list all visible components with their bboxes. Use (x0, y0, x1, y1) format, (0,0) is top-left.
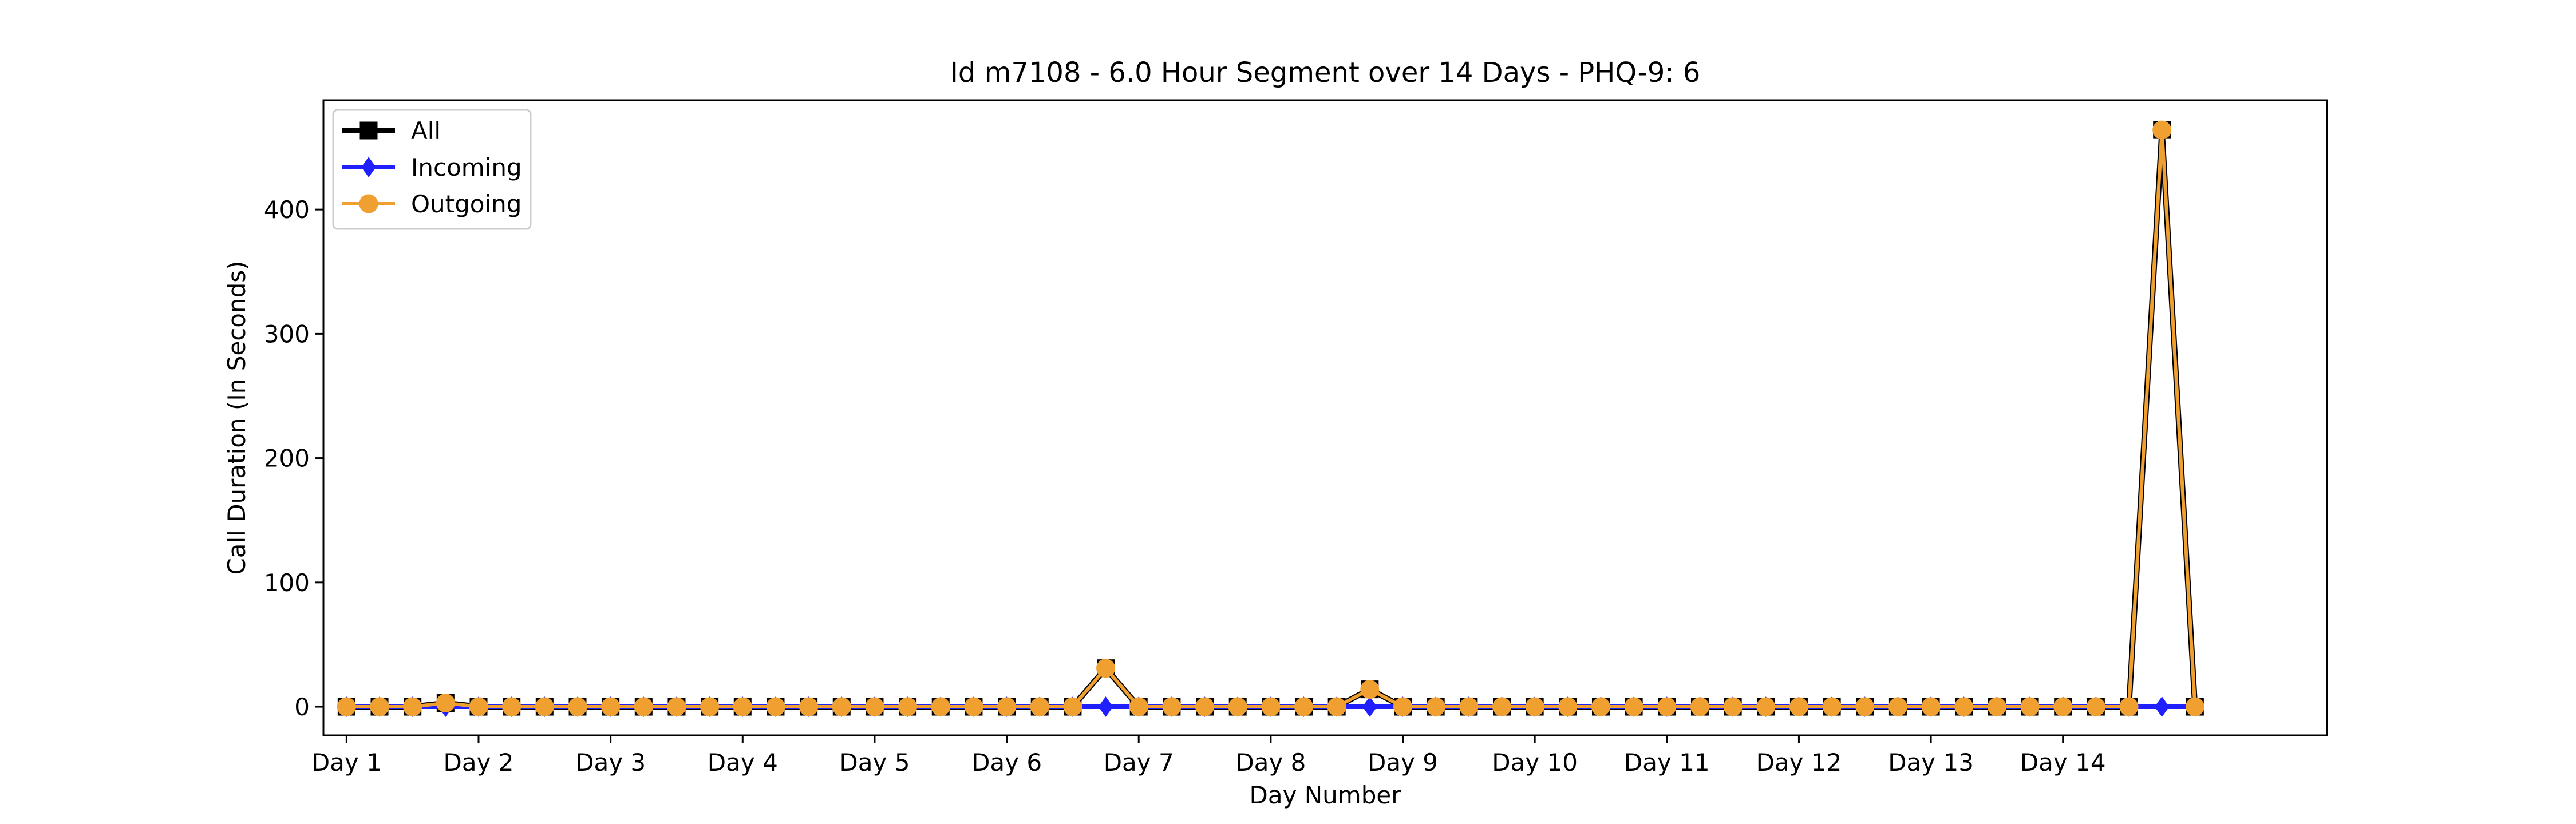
data-point-outgoing (1525, 697, 1544, 716)
data-point-outgoing (601, 697, 621, 716)
chart-title: Id m7108 - 6.0 Hour Segment over 14 Days… (950, 57, 1701, 89)
data-point-outgoing (1789, 697, 1808, 716)
data-point-outgoing (1030, 697, 1049, 716)
data-point-outgoing (1261, 697, 1281, 716)
x-tick-label: Day 14 (2020, 748, 2106, 777)
data-point-outgoing (2119, 697, 2139, 716)
data-point-outgoing (634, 697, 653, 716)
data-point-outgoing (1822, 697, 1842, 716)
x-tick-label: Day 7 (1104, 748, 1174, 777)
data-point-outgoing (370, 697, 389, 716)
data-point-outgoing (1195, 697, 1215, 716)
legend-label: Incoming (411, 153, 522, 181)
data-point-outgoing (1294, 697, 1314, 716)
x-tick-label: Day 3 (575, 748, 646, 777)
data-point-outgoing (1987, 697, 2006, 716)
legend-box (332, 109, 532, 230)
x-tick-label: Day 12 (1756, 748, 1842, 777)
data-point-outgoing (1129, 697, 1148, 716)
legend-item-incoming: Incoming (342, 153, 522, 181)
axes-frame (322, 99, 2328, 736)
legend-marker (359, 194, 378, 213)
data-point-outgoing (931, 697, 950, 716)
data-point-outgoing (1096, 659, 1116, 678)
data-point-outgoing (898, 697, 918, 716)
data-point-outgoing (502, 697, 521, 716)
legend-item-outgoing: Outgoing (342, 190, 521, 218)
data-point-outgoing (1327, 697, 1346, 716)
legend-marker (359, 121, 378, 140)
y-axis-label: Call Duration (In Seconds) (223, 260, 251, 575)
data-point-outgoing (832, 697, 851, 716)
data-point-outgoing (1657, 697, 1677, 716)
data-point-outgoing (1921, 697, 1941, 716)
x-tick-label: Day 1 (311, 748, 382, 777)
x-axis-label: Day Number (1249, 781, 1401, 809)
legend-item-all: All (342, 117, 441, 145)
data-point-outgoing (469, 697, 488, 716)
data-point-outgoing (2053, 697, 2073, 716)
data-point-outgoing (1591, 697, 1610, 716)
x-tick-label: Day 13 (1888, 748, 1974, 777)
data-point-outgoing (1162, 697, 1182, 716)
y-tick-label: 0 (294, 693, 310, 721)
data-point-incoming (2154, 696, 2170, 717)
x-tick-label: Day 2 (443, 748, 513, 777)
data-point-outgoing (667, 697, 686, 716)
data-point-outgoing (1624, 697, 1643, 716)
data-point-incoming (1098, 696, 1113, 717)
data-point-outgoing (1228, 697, 1247, 716)
data-point-outgoing (436, 694, 455, 713)
legend: All Incoming Outgoing (332, 109, 532, 230)
data-point-outgoing (997, 697, 1017, 716)
y-tick-label: 100 (264, 569, 310, 597)
legend-label: All (411, 117, 441, 145)
data-point-outgoing (700, 697, 720, 716)
plot-area (337, 120, 2204, 717)
data-point-outgoing (2152, 120, 2172, 140)
x-tick-label: Day 4 (708, 748, 778, 777)
data-point-outgoing (1690, 697, 1709, 716)
data-point-outgoing (1492, 697, 1511, 716)
data-point-outgoing (733, 697, 752, 716)
data-point-outgoing (1063, 697, 1082, 716)
data-point-outgoing (964, 697, 983, 716)
x-tick-label: Day 11 (1624, 748, 1710, 777)
data-point-outgoing (2185, 697, 2204, 716)
data-point-outgoing (1954, 697, 1974, 716)
data-point-outgoing (1459, 697, 1479, 716)
data-point-outgoing (568, 697, 587, 716)
x-axis-ticks: Day 1 Day 2 Day 3 Day 4 Day 5 Day 6 Day 7 Day 8… (311, 735, 2106, 777)
y-axis-ticks: 0 100 200 300 400 (264, 196, 323, 721)
series-outgoing (337, 120, 2204, 716)
data-point-outgoing (1393, 697, 1413, 716)
legend-marker (361, 157, 376, 177)
data-point-outgoing (2020, 697, 2040, 716)
x-tick-label: Day 6 (971, 748, 1042, 777)
x-tick-label: Day 5 (839, 748, 910, 777)
data-point-outgoing (337, 697, 356, 716)
data-point-outgoing (766, 697, 785, 716)
x-tick-label: Day 9 (1368, 748, 1438, 777)
data-point-outgoing (1360, 680, 1380, 699)
data-point-incoming (1362, 696, 1377, 717)
data-point-outgoing (1723, 697, 1743, 716)
data-point-outgoing (1558, 697, 1578, 716)
data-point-outgoing (1426, 697, 1445, 716)
data-point-outgoing (535, 697, 554, 716)
data-point-outgoing (403, 697, 422, 716)
data-point-outgoing (1855, 697, 1875, 716)
x-tick-label: Day 8 (1235, 748, 1306, 777)
data-point-outgoing (1756, 697, 1776, 716)
data-point-outgoing (799, 697, 819, 716)
x-tick-label: Day 10 (1492, 748, 1578, 777)
data-point-outgoing (2086, 697, 2105, 716)
data-point-outgoing (865, 697, 884, 716)
data-point-outgoing (1888, 697, 1907, 716)
y-tick-label: 300 (264, 320, 310, 348)
y-tick-label: 200 (264, 445, 310, 473)
y-tick-label: 400 (264, 196, 310, 224)
legend-label: Outgoing (411, 190, 521, 218)
